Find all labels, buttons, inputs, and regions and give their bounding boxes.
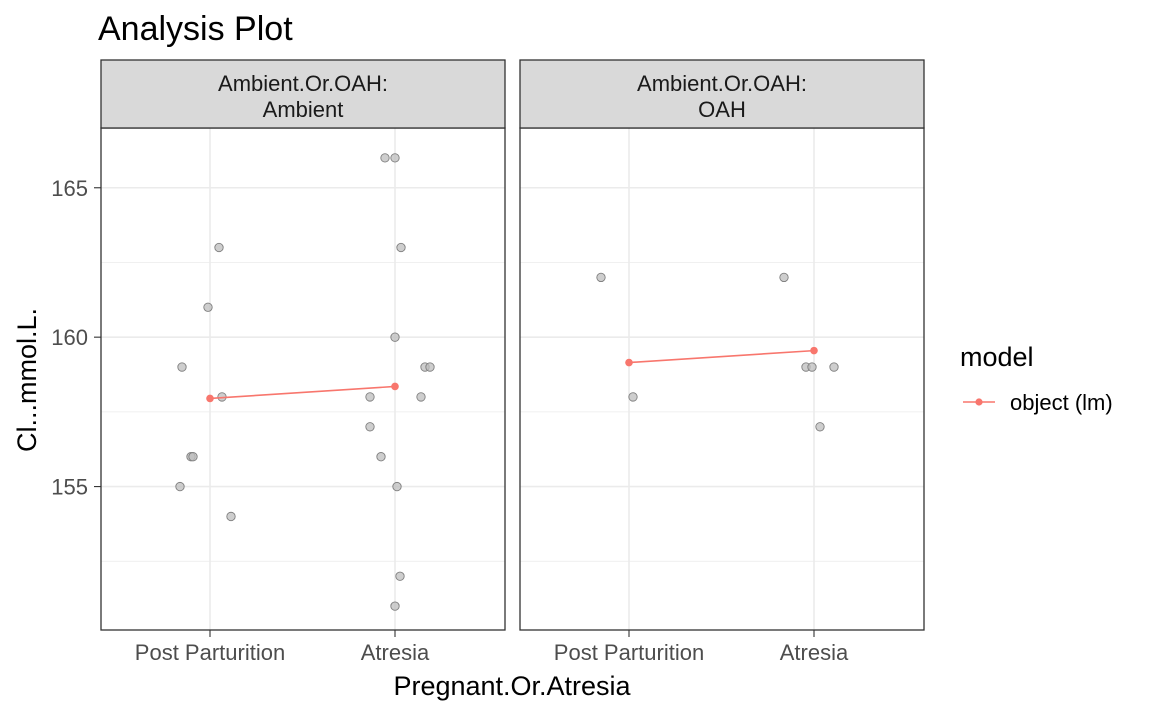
y-tick-label: 165	[51, 176, 88, 201]
data-point	[628, 392, 638, 402]
data-point	[396, 242, 406, 253]
legend-key-point	[975, 398, 983, 406]
data-point	[390, 601, 400, 611]
data-point	[596, 272, 606, 283]
data-point	[203, 302, 213, 312]
data-point	[390, 153, 400, 163]
data-point	[829, 362, 839, 372]
data-point	[214, 242, 224, 253]
model-point	[206, 394, 214, 403]
facet-strip	[100, 59, 506, 129]
data-point	[807, 362, 817, 372]
data-point	[392, 481, 402, 492]
data-point	[376, 452, 386, 462]
facet-strip-label-line1: Ambient.Or.OAH:	[637, 71, 807, 96]
x-tick-label: Post Parturition	[554, 640, 704, 665]
panel-ambient: Ambient.Or.OAH:Ambient Post Parturition At…	[100, 59, 506, 665]
model-line	[209, 385, 396, 400]
y-axis-title: Cl...mmol.L.	[12, 308, 42, 452]
y-tick-label: 155	[51, 475, 88, 500]
model-point	[391, 382, 399, 391]
data-point	[779, 272, 789, 283]
data-point	[365, 392, 375, 402]
data-point	[177, 362, 187, 372]
facet-strip-label-line1: Ambient.Or.OAH:	[218, 71, 388, 96]
legend-label: object (lm)	[1010, 390, 1113, 415]
legend-title: model	[960, 342, 1034, 372]
facet-strip-label-line2: Ambient	[263, 97, 344, 122]
data-point	[416, 392, 426, 402]
x-tick-label: Post Parturition	[135, 640, 285, 665]
data-point	[395, 571, 405, 581]
data-point	[188, 452, 198, 462]
model-point	[810, 346, 818, 355]
model-point	[625, 358, 633, 367]
panel-background	[101, 128, 505, 630]
y-tick-label: 160	[51, 325, 88, 350]
legend: model object (lm)	[960, 342, 1113, 415]
data-point	[175, 481, 185, 492]
chart-title: Analysis Plot	[98, 10, 293, 48]
facet-strip	[519, 59, 925, 129]
data-point	[365, 422, 375, 432]
x-tick-label: Atresia	[361, 640, 430, 665]
x-tick-label: Atresia	[780, 640, 849, 665]
data-point	[425, 362, 435, 372]
panel-background	[520, 128, 924, 630]
panel-oah: Ambient.Or.OAH:OAH Post Parturition Atresi…	[519, 59, 925, 665]
data-point	[390, 332, 400, 342]
facet-strip-label-line2: OAH	[698, 97, 746, 122]
data-point	[226, 511, 236, 522]
x-axis-title: Pregnant.Or.Atresia	[393, 671, 631, 701]
data-point	[380, 153, 390, 163]
data-point	[815, 422, 825, 432]
model-line	[628, 349, 815, 364]
